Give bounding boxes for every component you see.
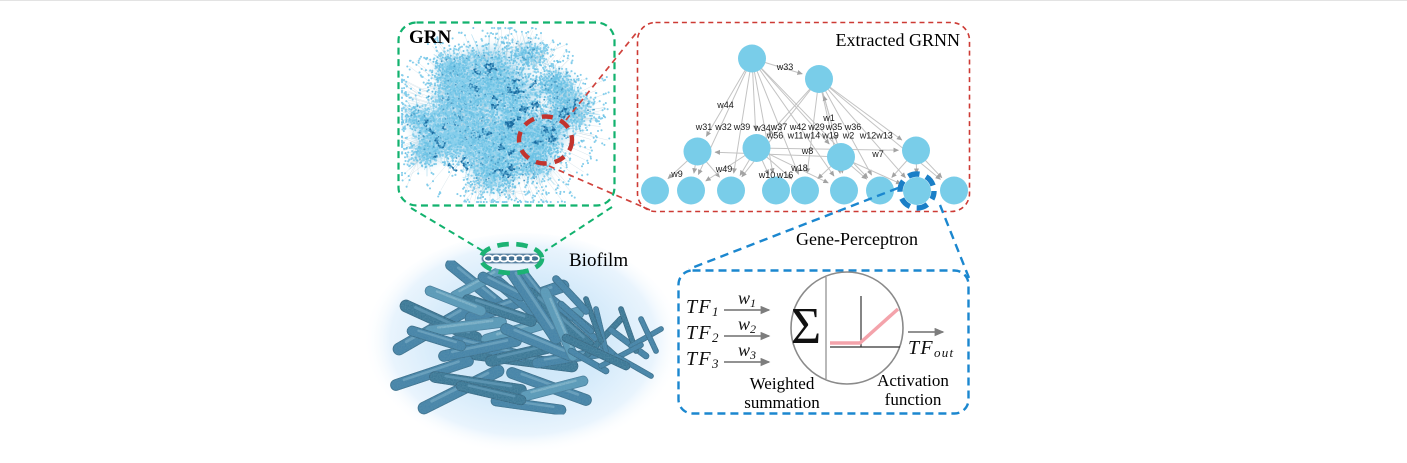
svg-text:w14: w14: [803, 131, 821, 141]
svg-text:w11: w11: [787, 131, 804, 141]
svg-text:w49: w49: [715, 164, 733, 174]
svg-text:Gene-Perceptron: Gene-Perceptron: [796, 229, 918, 249]
svg-text:w1: w1: [822, 113, 835, 123]
svg-text:w37: w37: [770, 122, 788, 132]
svg-text:w7: w7: [871, 149, 884, 159]
svg-text:w34: w34: [753, 123, 771, 133]
svg-text:w31: w31: [695, 122, 713, 132]
svg-text:Biofilm: Biofilm: [569, 250, 628, 271]
svg-text:summation: summation: [744, 393, 820, 412]
svg-text:w9: w9: [670, 169, 683, 179]
svg-text:TF3: TF3: [686, 348, 720, 371]
svg-text:w12: w12: [859, 131, 877, 141]
svg-text:w10: w10: [758, 170, 776, 180]
svg-text:w33: w33: [776, 62, 794, 72]
svg-text:w56: w56: [766, 131, 784, 141]
svg-text:w44: w44: [716, 100, 734, 110]
svg-text:w36: w36: [844, 122, 862, 132]
svg-text:Extracted GRNN: Extracted GRNN: [836, 30, 960, 50]
svg-text:Weighted: Weighted: [750, 374, 815, 393]
svg-text:function: function: [885, 390, 942, 409]
svg-text:TF2: TF2: [686, 322, 720, 345]
svg-text:w35: w35: [825, 122, 843, 132]
svg-text:w19: w19: [821, 131, 839, 141]
svg-text:w2: w2: [842, 131, 855, 141]
svg-text:w42: w42: [789, 122, 807, 132]
svg-text:TF1: TF1: [686, 296, 720, 319]
svg-text:w39: w39: [733, 122, 751, 132]
svg-text:w32: w32: [714, 122, 732, 132]
svg-text:w8: w8: [801, 146, 814, 156]
svg-text:GRN: GRN: [409, 27, 452, 48]
svg-text:w29: w29: [807, 122, 825, 132]
svg-text:Σ: Σ: [791, 298, 821, 355]
svg-text:w16: w16: [776, 170, 794, 180]
svg-text:w13: w13: [875, 131, 893, 141]
svg-text:Activation: Activation: [877, 371, 949, 390]
svg-text:w18: w18: [790, 163, 808, 173]
